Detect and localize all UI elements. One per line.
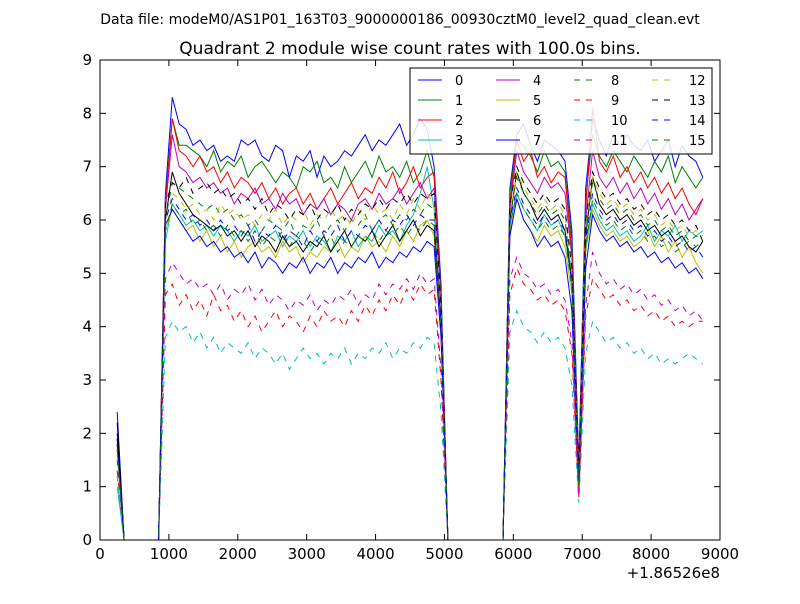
series-line-7 [116, 198, 704, 541]
y-tick-label: 0 [82, 531, 92, 549]
legend-label-3: 3 [455, 134, 463, 149]
series-line-15 [116, 191, 704, 541]
x-tick-label: 9000 [701, 545, 739, 563]
series-line-10 [116, 309, 704, 541]
x-tick-label: 6000 [494, 545, 532, 563]
series-line-5 [116, 196, 704, 541]
series-line-14 [116, 186, 704, 541]
x-tick-label: 4000 [356, 545, 394, 563]
x-tick-label: 8000 [632, 545, 670, 563]
legend-box [409, 67, 713, 155]
series-line-2 [116, 107, 704, 541]
series-line-13 [116, 164, 704, 541]
y-tick-label: 3 [82, 371, 92, 389]
y-tick-label: 6 [82, 211, 92, 229]
x-tick-label: 7000 [563, 545, 601, 563]
x-tick-label: 2000 [219, 545, 257, 563]
legend-label-7: 7 [533, 134, 541, 149]
series-line-9 [116, 266, 703, 541]
legend-label-0: 0 [455, 74, 463, 89]
y-tick-label: 4 [82, 318, 92, 336]
y-tick-label: 8 [82, 104, 92, 122]
y-tick-label: 9 [82, 51, 92, 69]
series-line-11 [116, 251, 704, 541]
x-tick-label: 3000 [288, 545, 326, 563]
legend-label-14: 14 [689, 114, 706, 129]
legend-label-2: 2 [455, 114, 463, 129]
x-tick-label: 5000 [425, 545, 463, 563]
legend-label-4: 4 [533, 74, 541, 89]
legend-label-1: 1 [455, 94, 463, 109]
legend-label-11: 11 [611, 134, 628, 149]
y-tick-label: 2 [82, 424, 92, 442]
legend-label-15: 15 [689, 134, 706, 149]
axis-layer: 0 1000 2000 3000 4000 5000 6000 7000 8000 9000012… [82, 51, 739, 563]
legend-label-12: 12 [689, 74, 706, 89]
chart-title: Quadrant 2 module wise count rates with … [179, 39, 640, 59]
legend-label-13: 13 [689, 94, 706, 109]
x-offset-label: +1.86526e8 [627, 564, 720, 582]
series-line-8 [116, 175, 704, 541]
y-tick-label: 7 [82, 158, 92, 176]
x-tick-label: 1000 [150, 545, 188, 563]
series-line-1 [116, 118, 704, 541]
legend-label-9: 9 [611, 94, 619, 109]
figure-suptitle: Data file: modeM0/AS1P01_163T03_90000001… [100, 12, 700, 28]
legend-label-10: 10 [611, 114, 628, 129]
legend-label-8: 8 [611, 74, 619, 89]
plot-frame [99, 59, 721, 541]
series-line-3 [116, 166, 704, 541]
plot-area [116, 97, 704, 541]
x-tick-label: 0 [95, 545, 105, 563]
legend-label-6: 6 [533, 114, 541, 129]
y-tick-label: 1 [82, 478, 92, 496]
y-tick-label: 5 [82, 264, 92, 282]
series-line-4 [116, 134, 704, 541]
legend-label-5: 5 [533, 94, 541, 109]
